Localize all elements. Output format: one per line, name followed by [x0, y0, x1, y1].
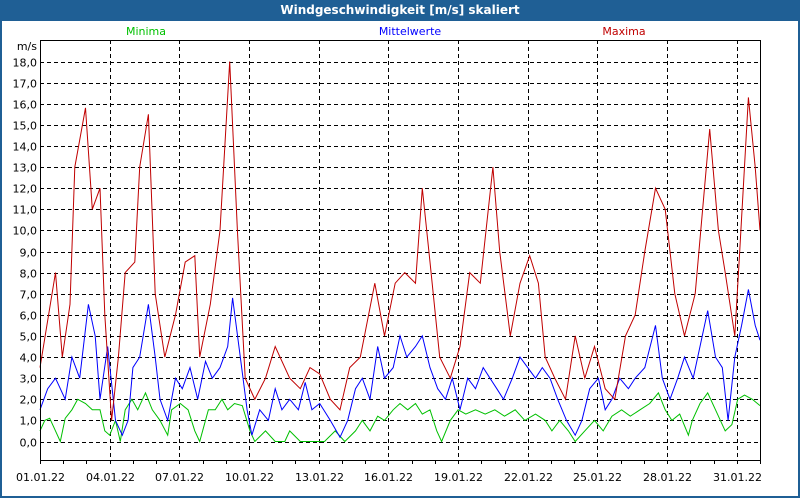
plot-frame — [40, 40, 761, 461]
x-tick-label: 13.01.22 — [295, 471, 344, 484]
x-tick-label: 31.01.22 — [713, 471, 762, 484]
y-tick-label: 3,0 — [20, 373, 38, 386]
y-tick-label: 12,0 — [13, 183, 38, 196]
y-tick-label: 0,0 — [20, 437, 38, 450]
legend-mittelwerte: Mittelwerte — [379, 25, 442, 38]
x-tick-label: 28.01.22 — [643, 471, 692, 484]
series-line-maxima — [39, 61, 761, 421]
y-axis-unit: m/s — [17, 40, 37, 53]
y-tick-label: 6,0 — [20, 310, 38, 323]
y-tick-label: 15,0 — [13, 120, 38, 133]
x-tick-label: 10.01.22 — [225, 471, 274, 484]
x-tick-label: 25.01.22 — [573, 471, 622, 484]
legend-minima: Minima — [126, 25, 166, 38]
x-tick-label: 04.01.22 — [86, 471, 135, 484]
y-tick-label: 14,0 — [13, 141, 38, 154]
y-tick-label: 18,0 — [13, 57, 38, 70]
y-tick-label: 13,0 — [13, 162, 38, 175]
y-tick-label: 1,0 — [20, 415, 38, 428]
x-tick-label: 01.01.22 — [16, 471, 65, 484]
y-tick-label: 16,0 — [13, 99, 38, 112]
series-line-minima — [39, 391, 761, 444]
chart-title: Windgeschwindigkeit [m/s] skaliert — [0, 0, 800, 21]
legend-maxima: Maxima — [602, 25, 645, 38]
y-tick-label: 5,0 — [20, 331, 38, 344]
x-tick-label: 16.01.22 — [364, 471, 413, 484]
y-tick-label: 4,0 — [20, 352, 38, 365]
x-tick-label: 19.01.22 — [434, 471, 483, 484]
y-tick-label: 9,0 — [20, 247, 38, 260]
series-line-mittelwerte — [39, 289, 761, 439]
y-tick-label: 11,0 — [13, 204, 38, 217]
y-tick-label: 7,0 — [20, 289, 38, 302]
y-tick-label: 17,0 — [13, 78, 38, 91]
y-tick-label: 2,0 — [20, 394, 38, 407]
x-tick-label: 22.01.22 — [504, 471, 553, 484]
y-tick-label: 8,0 — [20, 268, 38, 281]
x-tick-label: 07.01.22 — [155, 471, 204, 484]
y-tick-label: 10,0 — [13, 225, 38, 238]
